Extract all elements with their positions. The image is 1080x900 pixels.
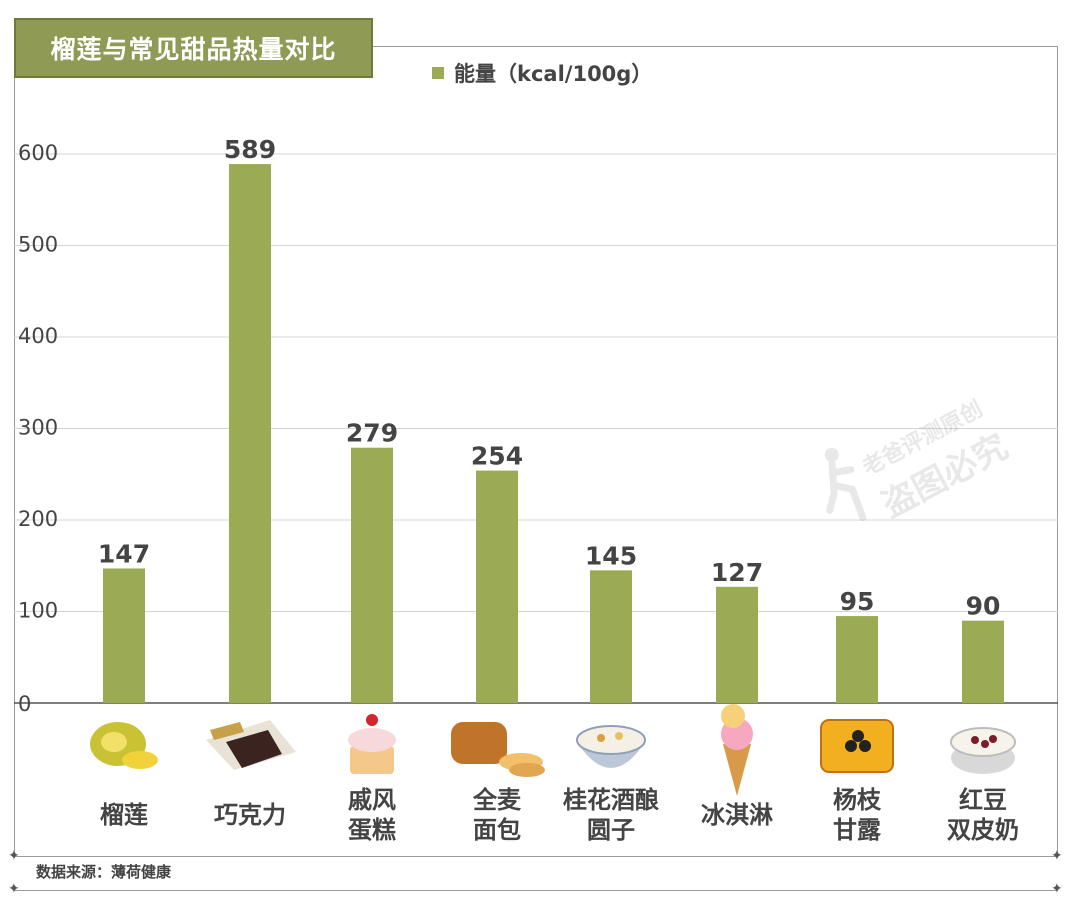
- data-label: 147: [98, 539, 150, 568]
- scoop: [721, 704, 745, 728]
- data-label: 254: [471, 442, 523, 471]
- category-label: 甘露: [833, 816, 882, 844]
- chocolate-foil: [210, 722, 244, 740]
- category-label: 蛋糕: [348, 816, 396, 844]
- category-label: 巧克力: [214, 801, 286, 829]
- ice-cream-icon: [721, 704, 753, 796]
- y-tick-label: 600: [18, 141, 58, 165]
- category-label: 全麦: [472, 786, 522, 814]
- running-man-icon: [824, 447, 867, 522]
- bar: [590, 570, 632, 703]
- footer-bar: [14, 856, 1058, 891]
- frame-top-line: [14, 46, 1058, 47]
- sago: [852, 730, 864, 742]
- sago: [845, 740, 857, 752]
- bread-loaf: [451, 722, 507, 764]
- y-tick-label: 0: [18, 692, 31, 716]
- chocolate-icon: [206, 720, 296, 770]
- mango-dessert-icon: [820, 719, 894, 773]
- legend-label: 能量（kcal/100g）: [454, 62, 653, 86]
- watermark: 老爸评测原创 盗图必究: [789, 345, 1076, 605]
- bread-slice: [509, 763, 545, 777]
- bar: [962, 620, 1004, 703]
- category-label: 戚风: [348, 786, 396, 814]
- data-label: 90: [966, 592, 1001, 621]
- red-bean: [971, 736, 979, 744]
- cone: [723, 744, 751, 796]
- category-label: 冰淇淋: [701, 801, 773, 829]
- category-label: 面包: [473, 816, 521, 844]
- bar: [103, 568, 145, 703]
- data-label: 589: [224, 135, 276, 164]
- bowl-rim: [576, 725, 646, 755]
- data-label: 145: [585, 541, 637, 570]
- bar: [351, 447, 393, 703]
- bar: [716, 586, 758, 703]
- cupcake-cherry: [366, 714, 378, 726]
- cupcake-base: [350, 746, 394, 774]
- data-label: 95: [840, 587, 875, 616]
- dessert-bowl-icon: [576, 725, 646, 768]
- y-tick-label: 200: [18, 507, 58, 531]
- y-tick-label: 400: [18, 324, 58, 348]
- osmanthus: [597, 734, 605, 742]
- bar: [836, 616, 878, 703]
- y-tick-label: 300: [18, 416, 58, 440]
- corner-star-icon: ✦: [8, 848, 20, 864]
- category-label: 杨枝: [833, 786, 882, 814]
- sago: [859, 740, 871, 752]
- corner-star-icon: ✦: [1051, 881, 1063, 897]
- category-label: 桂花酒酿: [563, 786, 659, 814]
- page-title: 榴莲与常见甜品热量对比: [50, 35, 337, 64]
- cupcake-icon: [348, 714, 396, 774]
- category-label: 圆子: [587, 816, 635, 844]
- red-bean-pudding-icon: [950, 727, 1016, 774]
- durian-flesh: [122, 751, 158, 769]
- category-label: 榴莲: [100, 801, 148, 829]
- category-label: 双皮奶: [947, 816, 1019, 844]
- legend-swatch: [432, 67, 444, 79]
- y-tick-label: 100: [18, 599, 58, 623]
- frame-left-line: [14, 46, 15, 858]
- corner-star-icon: ✦: [1051, 848, 1063, 864]
- y-tick-label: 500: [18, 233, 58, 257]
- chocolate-bar: [226, 730, 282, 768]
- red-bean: [981, 740, 989, 748]
- bread-icon: [451, 722, 545, 777]
- legend: 能量（kcal/100g）: [432, 58, 652, 88]
- bar: [476, 470, 518, 703]
- red-bean: [989, 735, 997, 743]
- data-label: 127: [711, 558, 763, 587]
- data-label: 279: [346, 419, 398, 448]
- title-box: 榴莲与常见甜品热量对比: [14, 18, 373, 78]
- frame-right-line: [1057, 46, 1058, 858]
- category-label: 红豆: [959, 786, 1007, 814]
- bar: [229, 164, 271, 703]
- durian-icon: [90, 722, 158, 769]
- cupcake-cream: [348, 728, 396, 752]
- data-source: 数据来源：薄荷健康: [36, 863, 172, 881]
- osmanthus: [615, 732, 623, 740]
- durian-flesh: [101, 732, 127, 752]
- corner-star-icon: ✦: [8, 881, 20, 897]
